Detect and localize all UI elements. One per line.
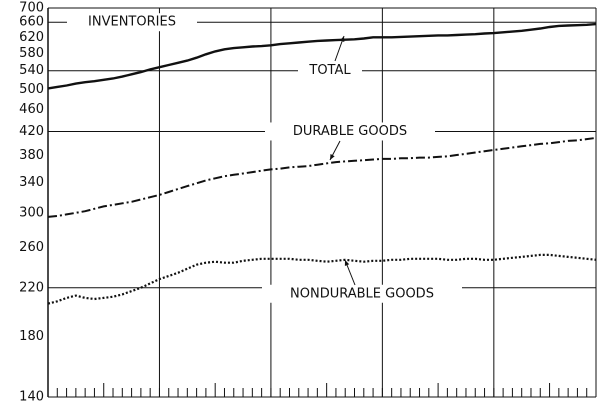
legend-label: TOTAL: [308, 63, 351, 78]
legend-label: DURABLE GOODS: [293, 124, 407, 139]
chart-title: INVENTORIES: [88, 15, 176, 30]
y-tick-label: 460: [19, 102, 44, 117]
arrow-head: [339, 36, 345, 42]
y-tick-label: 260: [19, 240, 44, 255]
y-tick-label: 580: [19, 46, 44, 61]
series-line: [47, 253, 597, 305]
series-line: [47, 136, 597, 218]
y-tick-label: 180: [19, 329, 44, 344]
y-tick-label: 500: [19, 82, 44, 97]
y-tick-label: 340: [19, 175, 44, 190]
y-tick-label: 620: [19, 30, 44, 45]
y-tick-label: 420: [19, 124, 44, 139]
label-bg: [262, 284, 462, 303]
y-tick-label: 700: [19, 1, 44, 16]
y-tick-label: 540: [19, 63, 44, 78]
label-bg: [265, 122, 435, 141]
series-line: [47, 22, 597, 90]
y-tick-label: 660: [19, 15, 44, 30]
label-bg: [67, 13, 197, 32]
arrow-head: [330, 154, 335, 160]
y-tick-label: 140: [19, 390, 44, 401]
y-tick-label: 380: [19, 148, 44, 163]
y-tick-label: 300: [19, 205, 44, 220]
arrow-head: [344, 260, 350, 266]
y-tick-label: 220: [19, 280, 44, 295]
legend-label: NONDURABLE GOODS: [290, 286, 434, 301]
label-bg: [298, 61, 362, 80]
